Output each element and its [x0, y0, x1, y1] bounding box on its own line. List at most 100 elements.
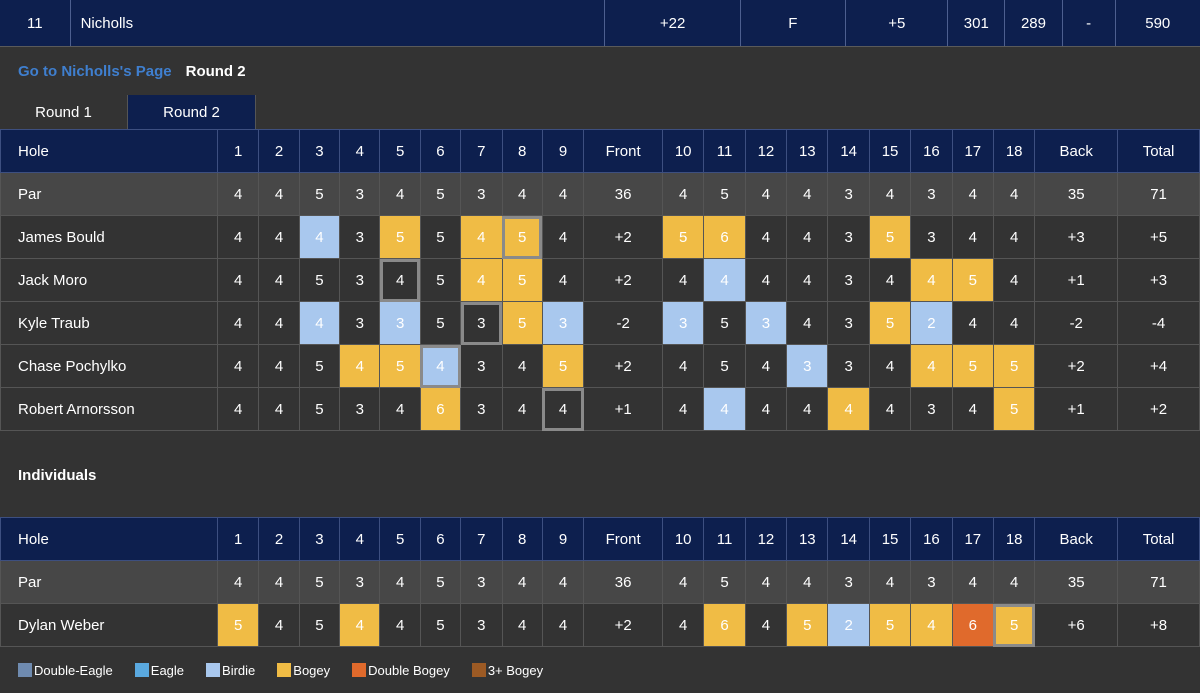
score-cell: 5: [299, 388, 339, 431]
score-cell: Back: [1035, 518, 1118, 561]
team-summary-row[interactable]: 11 Nicholls +22 F +5 301 289 - 590: [0, 0, 1200, 47]
score-cell: 3: [340, 561, 380, 604]
tab-round-1[interactable]: Round 1: [0, 95, 128, 129]
team-page-link[interactable]: Go to Nicholls's Page: [18, 63, 172, 80]
player-row-label: Jack Moro: [1, 259, 218, 302]
score-cell: 5: [502, 216, 542, 259]
score-cell: +8: [1118, 604, 1200, 647]
score-cell: 3: [828, 345, 869, 388]
score-cell: Total: [1118, 518, 1200, 561]
score-cell: 13: [787, 518, 828, 561]
legend-swatch: [18, 663, 32, 677]
individuals-heading: Individuals: [18, 467, 96, 484]
score-cell: 16: [911, 518, 952, 561]
score-cell: 4: [869, 561, 910, 604]
score-cell: 4: [952, 216, 993, 259]
player-row-label: Kyle Traub: [1, 302, 218, 345]
score-cell: 5: [704, 173, 745, 216]
team-today: +5: [846, 0, 948, 46]
score-cell: 4: [340, 345, 380, 388]
score-cell: 4: [952, 302, 993, 345]
score-cell: 4: [542, 259, 583, 302]
score-cell: 4: [704, 388, 745, 431]
score-cell: 5: [380, 518, 420, 561]
score-cell: 4: [299, 216, 339, 259]
score-cell: 5: [993, 345, 1034, 388]
score-cell: 5: [299, 604, 339, 647]
score-cell: +2: [1035, 345, 1118, 388]
score-cell: 4: [542, 216, 583, 259]
score-cell: 5: [993, 388, 1034, 431]
score-cell: 5: [542, 345, 583, 388]
score-cell: 3: [461, 345, 502, 388]
score-cell: 8: [502, 130, 542, 173]
score-cell: 3: [787, 345, 828, 388]
tab-round-2[interactable]: Round 2: [128, 95, 256, 129]
score-cell: 18: [993, 518, 1034, 561]
score-cell: 4: [340, 130, 380, 173]
score-cell: 35: [1035, 173, 1118, 216]
score-cell: 4: [662, 173, 703, 216]
score-cell: 4: [259, 345, 299, 388]
score-cell: 3: [461, 302, 502, 345]
score-cell: +2: [584, 604, 663, 647]
score-cell: 4: [259, 561, 299, 604]
score-cell: 3: [461, 604, 502, 647]
score-cell: Back: [1035, 130, 1118, 173]
player-row-label: James Bould: [1, 216, 218, 259]
score-cell: +2: [584, 345, 663, 388]
score-cell: 5: [299, 345, 339, 388]
par-row-label: Par: [1, 173, 218, 216]
score-cell: Front: [584, 130, 663, 173]
legend-item: 3+ Bogey: [472, 663, 543, 678]
team-round-3: -: [1063, 0, 1116, 46]
score-cell: 4: [952, 561, 993, 604]
legend-item: Birdie: [206, 663, 255, 678]
legend-item: Eagle: [135, 663, 184, 678]
score-cell: 8: [502, 518, 542, 561]
score-cell: 11: [704, 130, 745, 173]
team-round-2: 289: [1005, 0, 1063, 46]
score-cell: 14: [828, 518, 869, 561]
score-cell: 5: [869, 216, 910, 259]
score-cell: +3: [1118, 259, 1200, 302]
score-cell: 4: [502, 173, 542, 216]
score-cell: 2: [259, 130, 299, 173]
score-cell: 15: [869, 518, 910, 561]
score-cell: 9: [542, 130, 583, 173]
player-row-label: Chase Pochylko: [1, 345, 218, 388]
score-cell: 4: [259, 173, 299, 216]
score-cell: 5: [299, 561, 339, 604]
score-cell: 4: [259, 388, 299, 431]
score-cell: 4: [217, 388, 258, 431]
score-cell: 5: [299, 173, 339, 216]
player-row-label: Dylan Weber: [1, 604, 218, 647]
score-cell: +3: [1035, 216, 1118, 259]
score-cell: 2: [828, 604, 869, 647]
score-cell: 4: [952, 388, 993, 431]
score-cell: 14: [828, 130, 869, 173]
team-rank: 11: [0, 0, 71, 46]
score-cell: 4: [662, 604, 703, 647]
score-cell: +1: [584, 388, 663, 431]
round-subheader: Go to Nicholls's Page Round 2: [0, 47, 1200, 95]
score-cell: +2: [1118, 388, 1200, 431]
score-cell: 5: [993, 604, 1034, 647]
score-cell: 4: [952, 173, 993, 216]
score-cell: 4: [787, 388, 828, 431]
score-cell: 5: [704, 345, 745, 388]
legend-swatch: [277, 663, 291, 677]
score-cell: 4: [869, 388, 910, 431]
score-cell: 3: [461, 173, 502, 216]
score-cell: 4: [542, 388, 583, 431]
team-total: 590: [1116, 0, 1200, 46]
par-row-label: Par: [1, 561, 218, 604]
